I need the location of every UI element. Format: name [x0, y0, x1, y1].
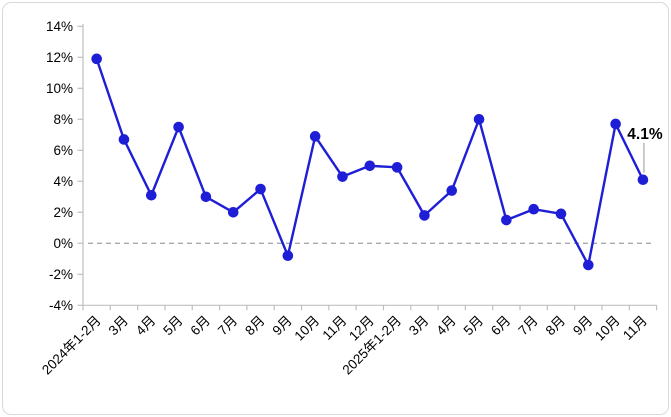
x-tick-label: 3月: [406, 313, 431, 338]
x-tick-label: 11月: [320, 313, 350, 343]
x-tick-label: 8月: [543, 313, 568, 338]
data-point-marker: [555, 208, 567, 220]
data-point-marker: [528, 203, 539, 215]
last-value-label: 4.1%: [627, 126, 663, 143]
data-point-marker: [337, 171, 348, 182]
data-point-marker: [255, 183, 266, 195]
y-tick-label: 4%: [53, 174, 73, 189]
x-tick-label: 10月: [292, 313, 323, 344]
data-point-marker: [501, 214, 512, 226]
data-point-marker: [583, 259, 594, 271]
data-point-marker: [173, 121, 184, 133]
x-tick-label: 6月: [488, 313, 513, 338]
y-tick-label: -4%: [49, 298, 73, 313]
data-point-marker: [446, 185, 458, 196]
y-tick-label: 0%: [53, 236, 73, 251]
y-tick-label: 2%: [53, 205, 73, 220]
y-tick-label: 12%: [46, 50, 73, 65]
x-tick-label: 9月: [270, 313, 295, 338]
x-tick-label: 7月: [215, 313, 240, 338]
data-point-marker: [145, 189, 157, 201]
data-point-marker: [419, 210, 430, 221]
x-tick-label: 5月: [160, 313, 185, 338]
x-tick-label: 11月: [620, 313, 650, 343]
data-point-marker: [227, 207, 239, 218]
y-tick-label: 8%: [53, 112, 73, 127]
x-tick-label: 7月: [515, 313, 540, 338]
x-tick-label: 2024年1-2月: [39, 313, 104, 378]
x-tick-label: 5月: [461, 313, 486, 338]
x-tick-label: 8月: [242, 313, 267, 338]
y-tick-label: 10%: [46, 81, 73, 96]
data-point-marker: [309, 131, 321, 142]
data-point-marker: [282, 250, 294, 261]
x-tick-label: 4月: [133, 313, 158, 338]
data-point-marker: [637, 174, 649, 186]
y-tick-label: -2%: [49, 267, 73, 282]
data-point-marker: [118, 134, 130, 145]
x-tick-label: 10月: [592, 313, 623, 344]
data-point-marker: [200, 191, 212, 203]
y-tick-label: 14%: [46, 19, 73, 34]
y-tick-label: 6%: [53, 143, 73, 158]
data-point-marker: [473, 114, 485, 125]
data-point-marker: [610, 118, 621, 130]
data-point-marker: [391, 162, 403, 173]
x-tick-label: 6月: [188, 313, 213, 338]
data-point-marker: [91, 53, 102, 65]
x-tick-label: 4月: [433, 313, 458, 338]
x-tick-label: 3月: [106, 313, 131, 338]
data-point-marker: [364, 160, 376, 172]
x-tick-label: 9月: [570, 313, 595, 338]
